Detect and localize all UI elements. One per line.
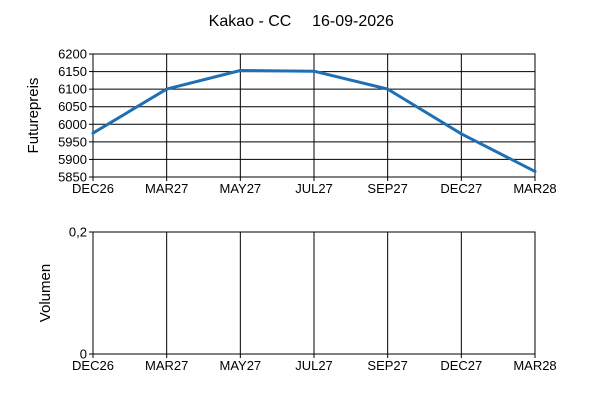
price-data-point — [238, 69, 242, 73]
x-tick-label: JUL27 — [295, 358, 333, 373]
y-tick-label: 5850 — [58, 170, 87, 185]
y-tick-label: 6150 — [58, 64, 87, 79]
x-tick-label: MAR28 — [513, 181, 556, 196]
price-data-point — [459, 132, 463, 136]
price-data-point — [91, 131, 95, 135]
price-data-point — [312, 69, 316, 73]
x-tick-label: MAY27 — [219, 181, 261, 196]
y-axis-label: Volumen — [37, 264, 54, 322]
x-tick-label: DEC26 — [72, 358, 114, 373]
x-tick-label: MAY27 — [219, 358, 261, 373]
price-data-point — [533, 169, 537, 173]
y-tick-label: 6200 — [58, 47, 87, 62]
y-tick-label: 5950 — [58, 134, 87, 149]
y-tick-label: 6000 — [58, 117, 87, 132]
x-tick-label: DEC27 — [440, 358, 482, 373]
price-data-point — [386, 87, 390, 91]
y-tick-label: 0 — [80, 347, 87, 362]
y-tick-label: 6050 — [58, 99, 87, 114]
price-chart-panel: 5850 5900 5950 6000 6050 6100 6150 6200 DEC26 MAR… — [25, 47, 557, 197]
x-tick-label: SEP27 — [367, 358, 407, 373]
x-tick-label: MAR27 — [145, 181, 188, 196]
x-tick-label: DEC26 — [72, 181, 114, 196]
price-data-point — [165, 87, 169, 91]
y-tick-label: 0,2 — [69, 225, 87, 240]
x-tick-label: DEC27 — [440, 181, 482, 196]
chart-title-date: 16-09-2026 — [312, 13, 394, 30]
y-tick-label: 6100 — [58, 82, 87, 97]
y-axis-label: Futurepreis — [25, 78, 42, 154]
x-tick-label: MAR27 — [145, 358, 188, 373]
y-tick-label: 5900 — [58, 152, 87, 167]
x-tick-label: MAR28 — [513, 358, 556, 373]
x-tick-label: SEP27 — [367, 181, 407, 196]
x-tick-label: JUL27 — [295, 181, 333, 196]
chart-title-commodity: Kakao - CC — [209, 13, 292, 30]
volume-chart-panel: 0 0,2 DEC26 MAR27 MAY27 JUL27 SEP27 DEC27 MAR28 V… — [37, 225, 557, 374]
